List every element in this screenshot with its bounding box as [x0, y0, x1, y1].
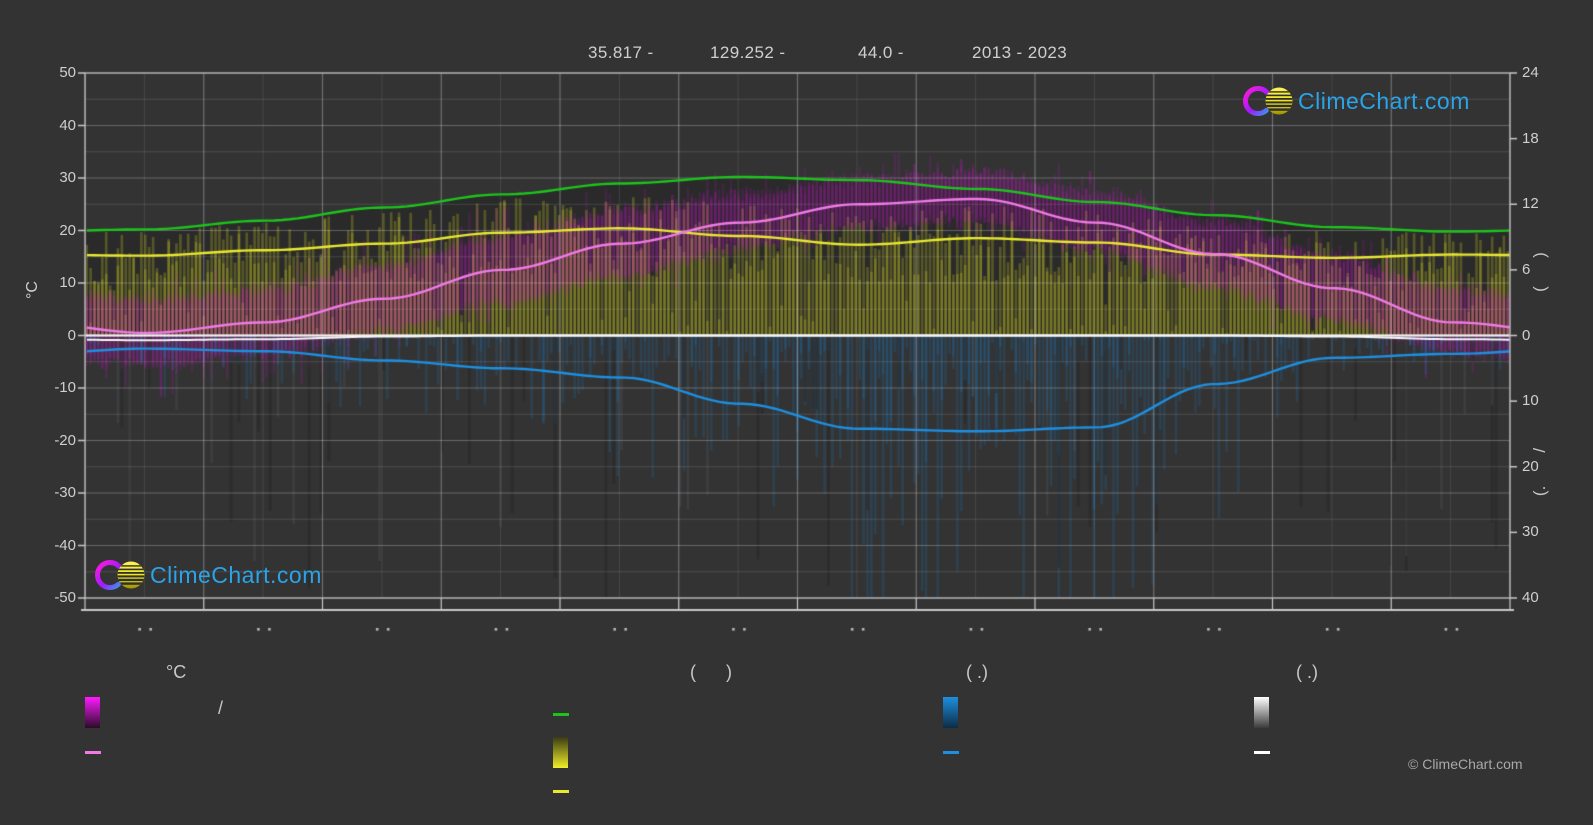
legend-temp-mean-line-swatch: [85, 751, 101, 754]
right-axis-bottom-tick-label: 40: [1522, 589, 1539, 606]
legend-sunshine-line-swatch: [553, 790, 569, 793]
legend-temp-caption: /: [218, 698, 224, 718]
copyright-text: © ClimeChart.com: [1408, 756, 1523, 772]
left-axis-tick-label: 20: [59, 221, 76, 239]
title-latitude: 35.817 -: [588, 43, 654, 62]
legend-temp-range-swatch: [85, 697, 100, 728]
legend-temp-heading: °C: [166, 662, 187, 682]
legend-precip-swatch: [943, 697, 958, 728]
right-axis-bottom-unit-label: (. /: [1530, 447, 1549, 497]
right-axis-top-tick-label: 24: [1522, 64, 1539, 81]
logo-top-right: ClimeChart.com: [1242, 84, 1470, 118]
right-axis-top-tick-label: 18: [1522, 129, 1539, 147]
left-axis-tick-label: -10: [54, 379, 76, 396]
left-axis-tick-label: -40: [54, 536, 76, 554]
left-axis-tick-label: -20: [54, 431, 76, 449]
right-axis-top-tick-label: 12: [1522, 195, 1539, 213]
right-axis-bottom-tick-label: 30: [1522, 523, 1539, 541]
legend-precip-line-swatch: [943, 751, 959, 754]
legend-sunshine-swatch: [553, 737, 568, 768]
legend-snow-line-swatch: [1254, 751, 1270, 754]
legend-snow-swatch: [1254, 697, 1269, 728]
title-longitude: 129.252 -: [710, 43, 786, 62]
right-axis-bottom-tick-label: 10: [1522, 392, 1539, 410]
left-axis-tick-label: 40: [59, 116, 76, 134]
title-period: 2013 - 2023: [972, 43, 1068, 62]
left-axis-tick-label: -30: [54, 484, 76, 501]
title-elevation: 44.0 -: [858, 43, 904, 62]
logo-text: ClimeChart.com: [150, 561, 322, 588]
legend-sun-heading: ( ): [690, 662, 732, 682]
logo-bottom-left: ClimeChart.com: [94, 558, 322, 592]
logo-text: ClimeChart.com: [1298, 87, 1470, 114]
legend-snow-heading: ( .): [1296, 662, 1318, 682]
right-axis-top-unit-label: ( ): [1530, 252, 1549, 292]
left-axis-tick-label: -50: [54, 589, 76, 606]
left-axis-tick-label: 0: [67, 326, 76, 344]
climechart-logo-icon: [94, 558, 146, 592]
right-axis-bottom-tick-label: 20: [1522, 457, 1539, 475]
climechart-logo-icon: [1242, 84, 1294, 118]
left-axis-tick-label: 10: [59, 274, 76, 291]
right-axis-top-tick-label: 6: [1522, 260, 1531, 278]
left-axis-tick-label: 30: [59, 169, 76, 186]
legend-precip-heading: ( .): [966, 662, 988, 682]
right-axis-top-tick-label: 0: [1522, 326, 1531, 344]
left-axis-tick-label: 50: [59, 64, 76, 81]
legend-daylight-line-swatch: [553, 713, 569, 716]
